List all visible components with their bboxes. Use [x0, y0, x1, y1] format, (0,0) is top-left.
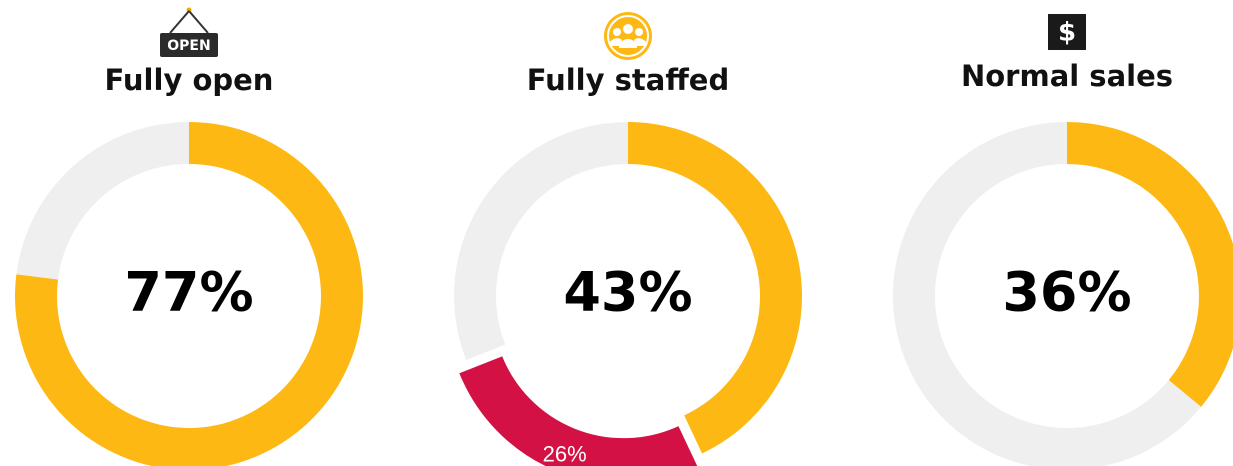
chart-title: Fully staffed: [527, 63, 730, 97]
donut-segment: [628, 122, 802, 454]
center-label: 36%: [1002, 261, 1131, 324]
icon-text: $: [1058, 18, 1076, 48]
open-sign-icon: OPEN: [160, 7, 218, 57]
chart-title: Fully open: [105, 63, 274, 97]
center-label: 43%: [563, 261, 692, 324]
donut-segment: [454, 122, 628, 361]
icon-text: OPEN: [167, 38, 210, 54]
center-label: 77%: [124, 261, 253, 324]
segment-label: 26%: [543, 442, 587, 466]
donut-segment: [16, 122, 190, 280]
people-icon: [604, 12, 652, 60]
donut-segment: [456, 353, 700, 466]
dollar-icon: $: [1048, 14, 1086, 50]
donut-segment: [1067, 122, 1233, 407]
chart-title: Normal sales: [961, 59, 1173, 93]
donut-segment: [893, 122, 1202, 466]
